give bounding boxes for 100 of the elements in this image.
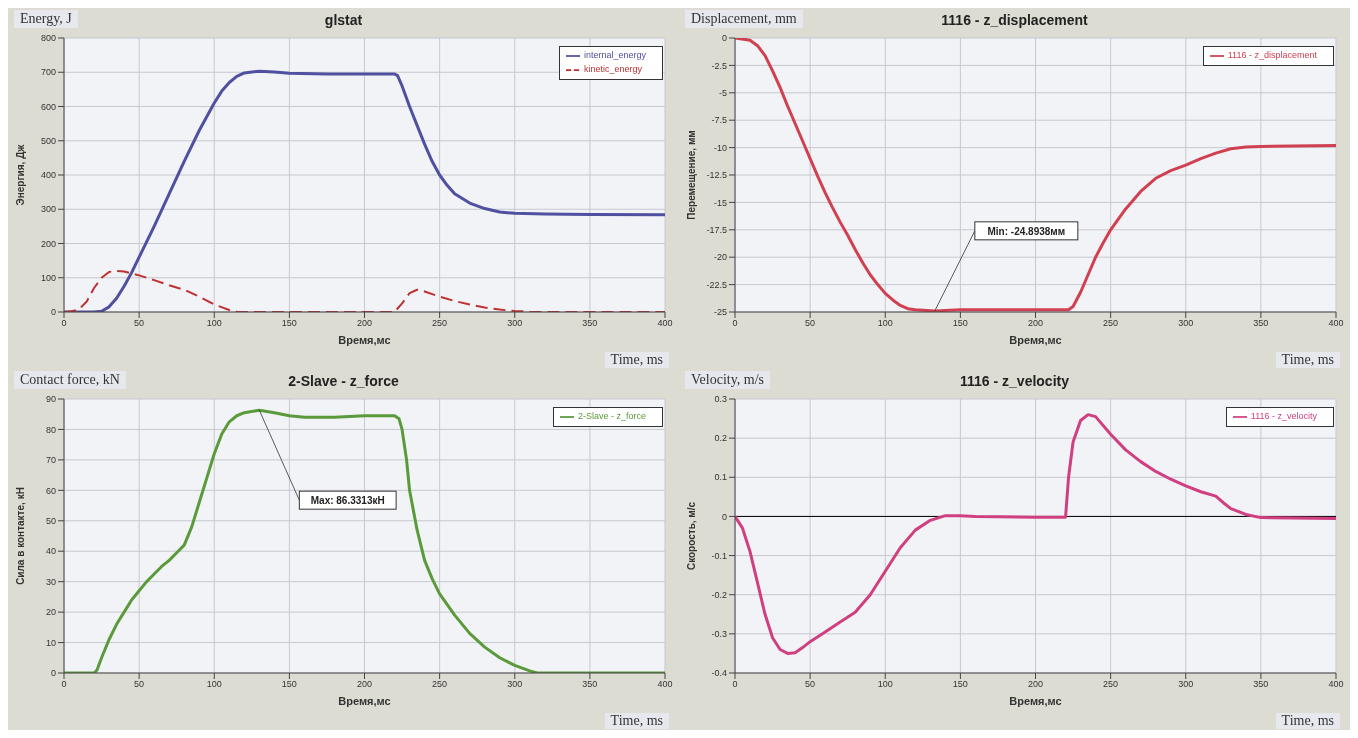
x-tick-label: 400: [1328, 318, 1344, 329]
x-tick-label: 250: [1103, 318, 1119, 329]
x-tick-label: 50: [805, 679, 816, 690]
legend-label: 1116 - z_velocity: [1250, 411, 1317, 422]
y-tick-label: -12.5: [706, 170, 727, 181]
text: Time, ms: [604, 352, 669, 368]
y-axis-title: Перемещение, мм: [685, 130, 697, 220]
chart-title: 2-Slave - z_force: [288, 373, 399, 389]
x-tick-label: 0: [61, 318, 67, 329]
y-tick-label: -22.5: [706, 279, 727, 290]
legend-label: kinetic_energy: [583, 64, 642, 75]
y-axis-title: Скорость, м/с: [685, 501, 697, 571]
text: Velocity, m/s: [685, 371, 770, 389]
x-tick-label: 50: [134, 318, 145, 329]
legend-label: 1116 - z_displacement: [1227, 50, 1317, 61]
x-tick-label: 400: [1328, 679, 1344, 690]
line-series: [735, 413, 1336, 655]
text: Time, ms: [1275, 352, 1340, 368]
x-tick-label: 250: [1103, 679, 1119, 690]
x-tick-label: 250: [432, 318, 448, 329]
x-tick-label: 100: [877, 318, 893, 329]
y-axis-title: Сила в контакте, кН: [14, 487, 26, 585]
y-tick-label: 0: [721, 511, 727, 522]
y-tick-label: 70: [45, 455, 56, 466]
x-tick-label: 300: [1178, 679, 1194, 690]
y-tick-label: 30: [45, 576, 56, 587]
y-tick-label: -20: [713, 252, 727, 263]
x-tick-label: 400: [657, 318, 673, 329]
y-tick-label: 0.2: [714, 433, 727, 444]
y-tick-label: 80: [45, 424, 56, 435]
x-tick-label: 150: [281, 679, 297, 690]
chart-title: 1116 - z_velocity: [960, 373, 1069, 389]
x-tick-label: 250: [432, 679, 448, 690]
chart-title: glstat: [324, 12, 363, 28]
y-tick-label: 0: [721, 33, 727, 44]
text: Energy, J: [14, 10, 78, 28]
text: Displacement, mm: [685, 10, 803, 28]
y-tick-label: -0.3: [711, 629, 727, 640]
y-tick-label: -17.5: [706, 225, 727, 235]
x-tick-label: 100: [206, 679, 222, 690]
y-tick-label: 90: [45, 394, 56, 405]
x-tick-label: 350: [582, 318, 598, 329]
x-tick-label: 400: [657, 679, 673, 690]
y-tick-label: -0.4: [711, 668, 727, 679]
y-tick-label: 800: [40, 33, 56, 44]
x-axis-title: Время,мс: [1009, 695, 1062, 707]
y-tick-label: -0.1: [711, 550, 727, 561]
annotation: Min: -24.8938мм: [987, 225, 1066, 237]
legend-label: 2-Slave - z_force: [577, 411, 646, 422]
x-tick-label: 0: [732, 318, 738, 329]
y-tick-label: 300: [40, 204, 56, 215]
y-tick-label: 0: [50, 668, 56, 679]
y-tick-label: 60: [45, 485, 56, 496]
x-tick-label: 150: [952, 318, 968, 329]
x-tick-label: 350: [1253, 679, 1269, 690]
text: Time, ms: [604, 713, 669, 729]
x-tick-label: 350: [582, 679, 598, 690]
y-tick-label: 20: [45, 607, 56, 618]
y-tick-label: 10: [45, 637, 56, 648]
y-axis-title: Энергия, Дж: [14, 143, 26, 206]
y-tick-label: -10: [713, 142, 727, 153]
y-tick-label: 200: [40, 238, 56, 249]
x-tick-label: 50: [805, 318, 816, 329]
x-axis-title: Время,мс: [338, 695, 391, 707]
text: Contact force, kN: [14, 371, 126, 389]
y-tick-label: 50: [45, 515, 56, 526]
x-tick-label: 0: [732, 679, 738, 690]
y-tick-label: 500: [40, 135, 56, 146]
chart-title: 1116 - z_displacement: [941, 12, 1088, 28]
y-tick-label: 0: [50, 307, 56, 318]
x-tick-label: 350: [1253, 318, 1269, 329]
x-tick-label: 0: [61, 679, 67, 690]
y-tick-label: -0.2: [711, 589, 727, 600]
x-tick-label: 100: [206, 318, 222, 329]
y-tick-label: 0.1: [714, 472, 727, 483]
x-tick-label: 100: [877, 679, 893, 690]
legend-label: internal_energy: [583, 50, 646, 61]
x-tick-label: 300: [507, 679, 523, 690]
y-tick-label: -2.5: [711, 60, 727, 71]
x-tick-label: 200: [1027, 318, 1044, 329]
x-tick-label: 200: [356, 318, 373, 329]
x-tick-label: 300: [1178, 318, 1194, 329]
y-tick-label: 100: [40, 272, 56, 283]
x-tick-label: 200: [356, 679, 373, 690]
y-tick-label: 600: [40, 101, 56, 112]
x-tick-label: 150: [952, 679, 968, 690]
annotation: Max: 86.3313кН: [310, 495, 385, 507]
y-tick-label: -15: [713, 197, 727, 208]
x-axis-title: Время,мс: [1009, 334, 1062, 346]
x-tick-label: 200: [1027, 679, 1044, 690]
y-tick-label: -5: [718, 87, 727, 98]
x-tick-label: 50: [134, 679, 145, 690]
y-tick-label: 400: [40, 170, 56, 181]
x-tick-label: 300: [507, 318, 523, 329]
y-tick-label: 0.3: [714, 394, 727, 405]
y-tick-label: 700: [40, 67, 56, 78]
text: Time, ms: [1275, 713, 1340, 729]
x-axis-title: Время,мс: [338, 334, 391, 346]
y-tick-label: -25: [713, 307, 727, 318]
x-tick-label: 150: [281, 318, 297, 329]
